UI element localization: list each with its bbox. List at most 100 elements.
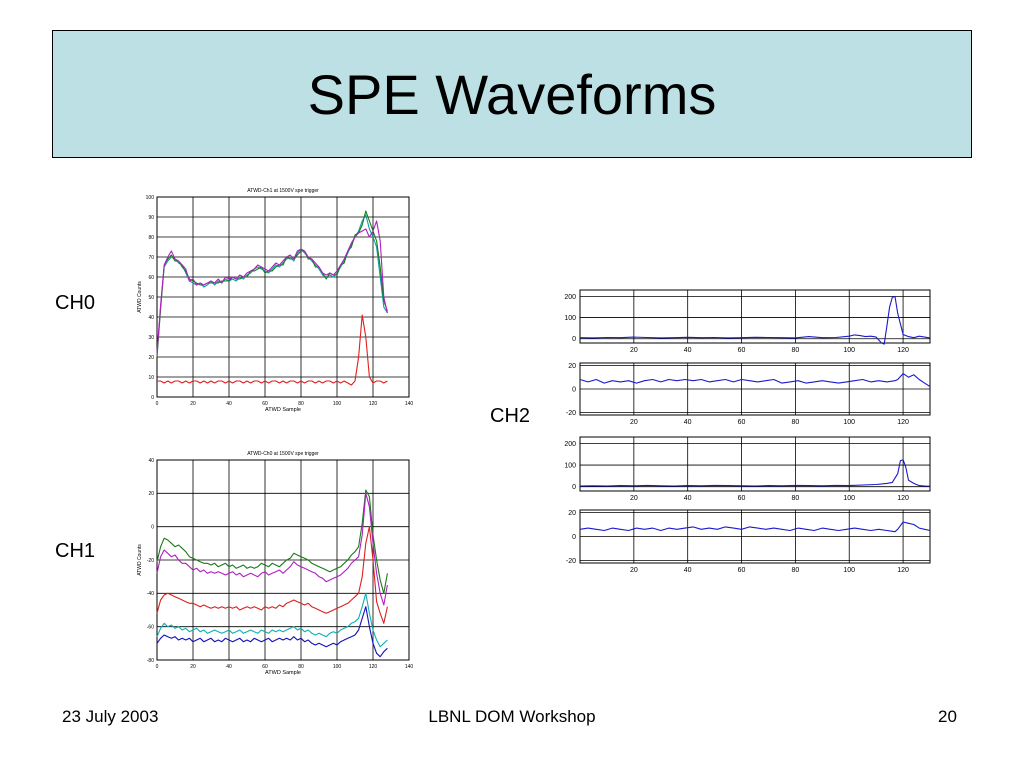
y-tick-label: 10 xyxy=(148,375,154,381)
y-tick-label: 100 xyxy=(564,315,576,322)
series-line-0 xyxy=(579,521,931,533)
x-tick-label: 140 xyxy=(405,401,414,407)
x-tick-label: 60 xyxy=(738,419,746,426)
series-line-4 xyxy=(156,606,388,658)
y-tick-label: -20 xyxy=(566,410,576,417)
series-line-2 xyxy=(156,220,388,354)
series-line-0 xyxy=(579,373,931,388)
y-tick-label: 40 xyxy=(148,315,154,321)
chart-ch2-a: 20 40 60 80 100 120 0 100 200 xyxy=(564,289,931,354)
x-tick-label: 120 xyxy=(369,664,378,670)
x-tick-label: 80 xyxy=(791,419,799,426)
x-tick-label: 80 xyxy=(791,567,799,574)
y-tick-label: 50 xyxy=(148,295,154,301)
x-tick-label: 60 xyxy=(262,664,268,670)
y-tick-label: 90 xyxy=(148,215,154,221)
x-tick-label: 100 xyxy=(843,419,855,426)
footer-event: LBNL DOM Workshop xyxy=(428,707,596,726)
chart-title: ATWD-Ch0 at 1500V spe trigger xyxy=(247,451,319,457)
x-tick-label: 60 xyxy=(262,401,268,407)
x-tick-label: 100 xyxy=(843,567,855,574)
y-tick-label: 20 xyxy=(568,510,576,517)
x-tick-label: 120 xyxy=(897,419,909,426)
y-tick-label: -20 xyxy=(147,558,154,564)
ch2-label: CH2 xyxy=(490,405,531,427)
x-tick-label: 20 xyxy=(190,664,196,670)
y-tick-label: 20 xyxy=(148,491,154,497)
x-tick-label: 20 xyxy=(630,419,638,426)
x-tick-label: 80 xyxy=(298,401,304,407)
x-axis-label: ATWD Sample xyxy=(265,407,301,413)
y-tick-label: 0 xyxy=(572,386,576,393)
chart-ch1: 0 20 40 60 80 100 120 140 -80 -60 -40 -20 0 20 40 ATWD-… xyxy=(137,451,413,676)
y-tick-label: 200 xyxy=(564,294,576,301)
y-tick-label: 70 xyxy=(148,255,154,261)
x-tick-label: 20 xyxy=(630,347,638,354)
series-line-0 xyxy=(156,214,388,356)
y-axis-label: ATWD Counts xyxy=(137,281,143,313)
y-tick-label: 200 xyxy=(564,441,576,448)
y-tick-label: 0 xyxy=(572,484,576,491)
x-tick-label: 60 xyxy=(738,495,746,502)
plot-frame xyxy=(579,509,931,564)
y-tick-label: 0 xyxy=(151,395,154,401)
x-tick-label: 80 xyxy=(791,495,799,502)
x-tick-label: 100 xyxy=(843,495,855,502)
y-tick-label: -80 xyxy=(147,658,154,664)
y-tick-label: 0 xyxy=(151,524,154,530)
chart-ch2-c: 20 40 60 80 100 120 0 100 200 xyxy=(564,436,931,502)
x-tick-label: 0 xyxy=(156,664,159,670)
x-tick-label: 40 xyxy=(684,347,692,354)
y-axis-label: ATWD Counts xyxy=(137,544,143,576)
x-tick-label: 20 xyxy=(630,495,638,502)
x-tick-label: 140 xyxy=(405,664,414,670)
plot-frame xyxy=(156,196,410,398)
footer-date: 23 July 2003 xyxy=(62,707,159,726)
x-tick-label: 60 xyxy=(738,567,746,574)
y-tick-label: 100 xyxy=(564,463,576,470)
y-tick-label: 80 xyxy=(148,235,154,241)
y-tick-label: 60 xyxy=(148,275,154,281)
plot-frame xyxy=(579,436,931,492)
x-tick-label: 120 xyxy=(897,347,909,354)
series-line-1 xyxy=(156,492,388,606)
chart-ch0: 0 20 40 60 80 100 120 140 0 10 20 30 40 50 60 70 80 90 100… xyxy=(137,188,413,413)
y-tick-label: 20 xyxy=(148,355,154,361)
y-tick-label: -60 xyxy=(147,624,154,630)
ch1-label: CH1 xyxy=(55,540,96,562)
series-line-0 xyxy=(156,489,388,594)
slide-title: SPE Waveforms xyxy=(307,62,717,126)
x-tick-label: 40 xyxy=(684,567,692,574)
x-tick-label: 40 xyxy=(226,664,232,670)
series-line-3 xyxy=(156,592,388,648)
x-tick-label: 120 xyxy=(369,401,378,407)
x-tick-label: 100 xyxy=(333,664,342,670)
chart-title: ATWD-Ch1 at 1500V spe trigger xyxy=(247,188,319,194)
y-tick-label: 20 xyxy=(568,363,576,370)
y-tick-label: 30 xyxy=(148,335,154,341)
footer-page-number: 20 xyxy=(938,707,957,726)
chart-ch2-d: 20 40 60 80 100 120 -20 0 20 xyxy=(566,509,931,574)
series-line-3 xyxy=(157,314,388,386)
y-tick-label: 40 xyxy=(148,458,154,464)
series-line-0 xyxy=(579,295,931,345)
plot-frame xyxy=(579,362,931,416)
x-tick-label: 40 xyxy=(684,419,692,426)
x-tick-label: 20 xyxy=(630,567,638,574)
x-tick-label: 60 xyxy=(738,347,746,354)
series-line-1 xyxy=(156,210,388,358)
x-tick-label: 0 xyxy=(156,401,159,407)
x-tick-label: 40 xyxy=(226,401,232,407)
y-tick-label: -20 xyxy=(566,558,576,565)
y-tick-label: 0 xyxy=(572,336,576,343)
y-tick-label: 0 xyxy=(572,534,576,541)
plot-frame xyxy=(579,289,931,344)
x-axis-label: ATWD Sample xyxy=(265,670,301,676)
x-tick-label: 120 xyxy=(897,495,909,502)
title-box: SPE Waveforms xyxy=(52,30,972,158)
chart-ch2-b: 20 40 60 80 100 120 -20 0 20 xyxy=(566,362,931,426)
x-tick-label: 20 xyxy=(190,401,196,407)
x-tick-label: 100 xyxy=(333,401,342,407)
x-tick-label: 80 xyxy=(791,347,799,354)
